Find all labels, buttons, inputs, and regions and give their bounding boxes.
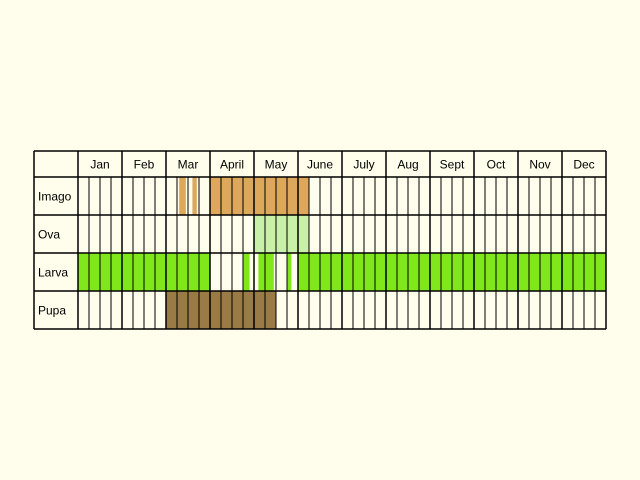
month-label: May	[265, 158, 288, 172]
period-imago-2	[192, 177, 197, 215]
month-label: Jan	[90, 158, 109, 172]
month-label: Aug	[397, 158, 418, 172]
month-label: July	[353, 158, 374, 172]
stage-label-larva: Larva	[38, 266, 68, 280]
stage-label-pupa: Pupa	[38, 304, 66, 318]
period-imago-3	[210, 177, 309, 215]
calendar-grid	[33, 150, 607, 330]
period-larva-4	[287, 253, 292, 291]
stage-label-imago: Imago	[38, 190, 72, 204]
period-larva-2	[243, 253, 250, 291]
month-label: Feb	[134, 158, 155, 172]
calendar-labels: Jan Feb Mar April May June July Aug Sept Oct Nov De…	[38, 158, 595, 318]
month-label: Nov	[529, 158, 550, 172]
month-label: Sept	[440, 158, 465, 172]
month-label: Mar	[178, 158, 199, 172]
month-label: April	[220, 158, 244, 172]
stage-label-ova: Ova	[38, 228, 60, 242]
month-label: Dec	[573, 158, 594, 172]
month-label: June	[307, 158, 333, 172]
period-ova-1	[254, 215, 309, 253]
period-imago-1	[179, 177, 186, 215]
month-label: Oct	[487, 158, 506, 172]
period-larva-3	[258, 253, 274, 291]
